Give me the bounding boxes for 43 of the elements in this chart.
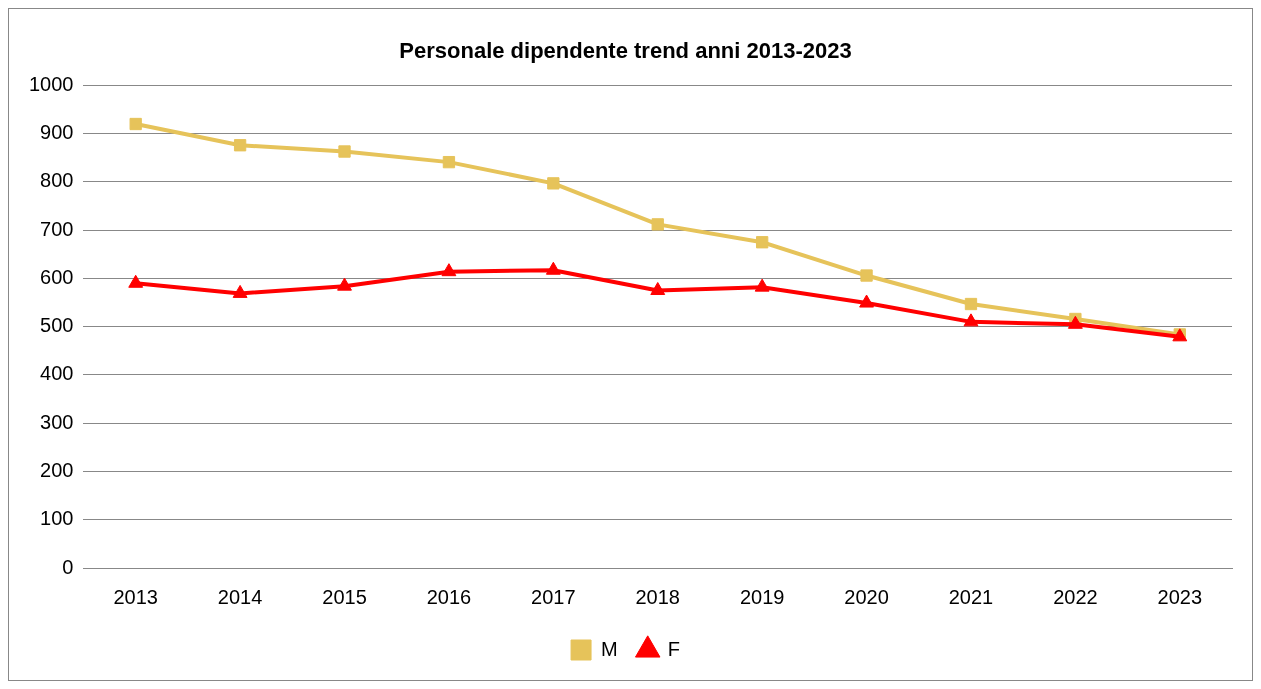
x-tick-label: 2013 [113, 585, 158, 608]
y-tick-label: 1000 [28, 72, 74, 95]
x-tick-label: 2018 [635, 585, 680, 608]
point [129, 117, 142, 131]
x-tick-label: 2017 [531, 585, 576, 608]
point [547, 177, 560, 190]
point [338, 145, 351, 158]
y-tick-label: 800 [40, 169, 74, 192]
point [964, 297, 978, 311]
point [963, 313, 979, 327]
x-tick-label: 2020 [844, 585, 889, 608]
y-tick-label: 300 [40, 410, 74, 433]
x-tick-label: 2014 [217, 585, 263, 608]
legend-label: M [601, 637, 618, 660]
x-tick-label: 2023 [1157, 585, 1203, 608]
point [232, 284, 248, 298]
legend-label: F [667, 637, 680, 660]
point [860, 269, 873, 282]
y-tick-label: 900 [40, 121, 74, 144]
point [337, 277, 352, 291]
x-tick-label: 2015 [322, 585, 367, 608]
y-tick-label: 500 [40, 314, 74, 337]
x-tick-label: 2019 [739, 585, 785, 608]
point [233, 139, 247, 152]
x-tick-label: 2021 [948, 585, 994, 608]
point [651, 218, 664, 231]
point [128, 274, 144, 288]
point [859, 294, 874, 308]
x-tick-label: 2016 [426, 585, 472, 608]
point [545, 261, 561, 275]
y-tick-label: 100 [40, 507, 74, 530]
point [650, 282, 666, 296]
y-tick-label: 400 [40, 362, 74, 385]
y-tick-label: 200 [40, 459, 74, 481]
point [441, 263, 457, 277]
x-tick-label: 2022 [1053, 585, 1098, 608]
y-tick-label: 700 [40, 217, 74, 240]
y-tick-label: 600 [40, 265, 74, 288]
chart-title: Personale dipendente trend anni 2013-2023 [399, 38, 852, 64]
point [442, 155, 456, 169]
point [756, 236, 769, 249]
y-tick-label: 0 [62, 555, 74, 578]
point [754, 278, 770, 292]
